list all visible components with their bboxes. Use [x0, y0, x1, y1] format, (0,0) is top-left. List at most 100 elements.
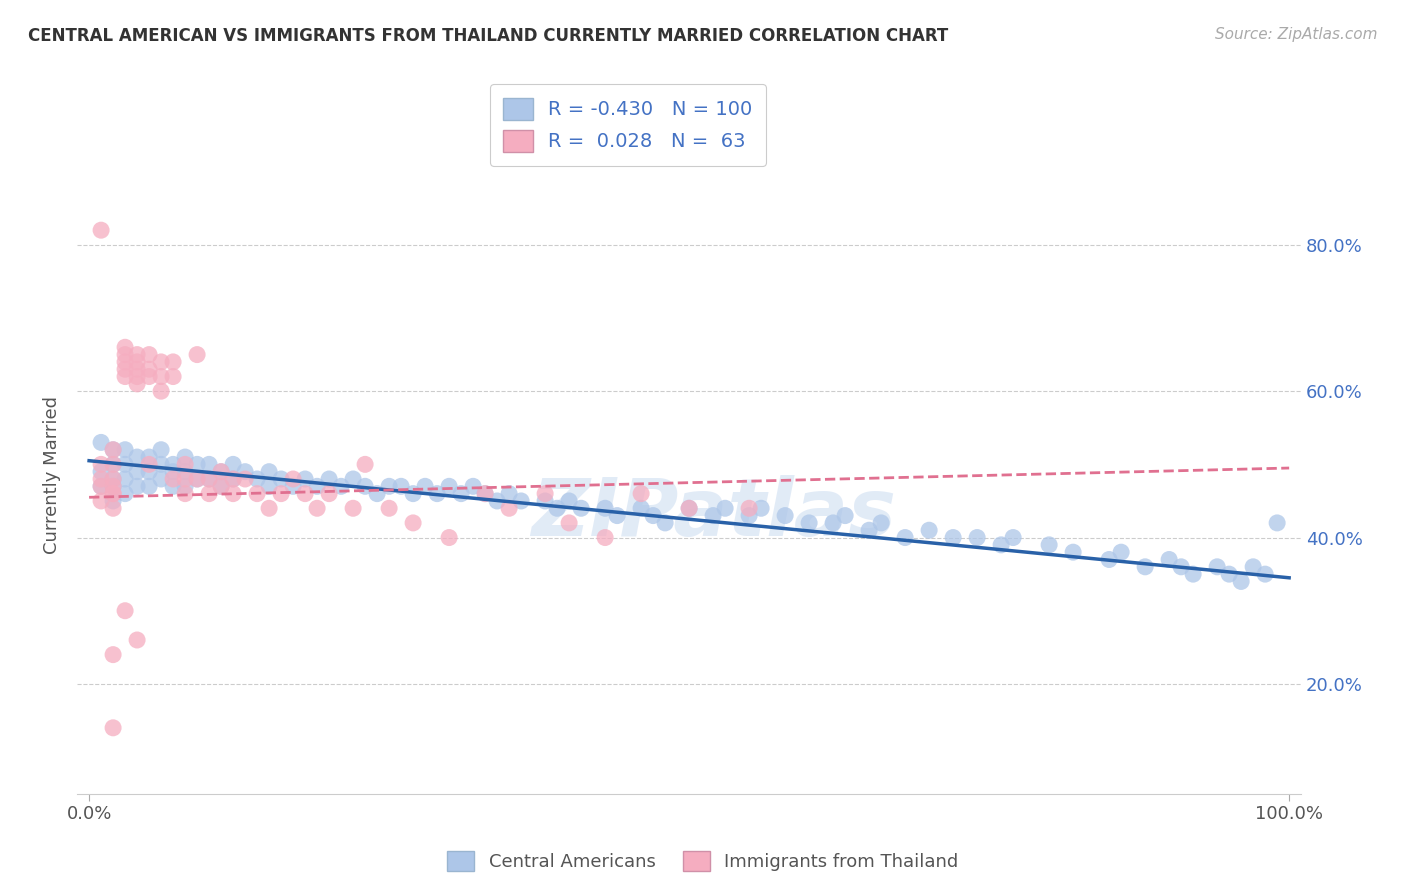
Point — [858, 523, 880, 537]
Point — [101, 479, 124, 493]
Point — [90, 465, 112, 479]
Point — [186, 472, 208, 486]
Point — [101, 458, 124, 472]
Point — [150, 472, 173, 486]
Point — [114, 340, 136, 354]
Point — [198, 486, 221, 500]
Point — [90, 458, 112, 472]
Point — [127, 369, 149, 384]
Point — [546, 501, 568, 516]
Point — [534, 494, 557, 508]
Point — [558, 516, 581, 530]
Point — [834, 508, 856, 523]
Point — [606, 508, 628, 523]
Point — [101, 442, 124, 457]
Point — [270, 486, 292, 500]
Point — [90, 223, 112, 237]
Point — [162, 479, 184, 493]
Point — [209, 465, 232, 479]
Point — [150, 458, 173, 472]
Point — [127, 465, 149, 479]
Point — [90, 494, 112, 508]
Y-axis label: Currently Married: Currently Married — [44, 396, 60, 554]
Point — [101, 648, 124, 662]
Point — [378, 479, 401, 493]
Point — [257, 501, 280, 516]
Point — [389, 479, 412, 493]
Point — [281, 479, 304, 493]
Point — [1098, 552, 1121, 566]
Point — [127, 479, 149, 493]
Point — [101, 486, 124, 500]
Point — [498, 501, 520, 516]
Point — [138, 458, 160, 472]
Point — [127, 362, 149, 376]
Point — [1002, 531, 1025, 545]
Point — [450, 486, 472, 500]
Point — [162, 355, 184, 369]
Point — [174, 450, 197, 464]
Point — [1170, 559, 1192, 574]
Point — [366, 486, 388, 500]
Point — [402, 516, 425, 530]
Point — [257, 465, 280, 479]
Point — [1265, 516, 1288, 530]
Point — [209, 465, 232, 479]
Point — [114, 458, 136, 472]
Point — [186, 472, 208, 486]
Point — [474, 486, 496, 500]
Point — [162, 465, 184, 479]
Point — [114, 348, 136, 362]
Point — [101, 472, 124, 486]
Point — [127, 632, 149, 647]
Point — [114, 355, 136, 369]
Point — [749, 501, 772, 516]
Point — [714, 501, 737, 516]
Point — [486, 494, 509, 508]
Point — [942, 531, 965, 545]
Point — [1206, 559, 1229, 574]
Point — [654, 516, 676, 530]
Point — [797, 516, 820, 530]
Point — [643, 508, 665, 523]
Point — [209, 479, 232, 493]
Point — [330, 479, 353, 493]
Point — [966, 531, 988, 545]
Legend: R = -0.430   N = 100, R =  0.028   N =  63: R = -0.430 N = 100, R = 0.028 N = 63 — [489, 84, 766, 166]
Point — [138, 369, 160, 384]
Point — [257, 479, 280, 493]
Point — [174, 472, 197, 486]
Point — [114, 472, 136, 486]
Point — [186, 458, 208, 472]
Point — [281, 472, 304, 486]
Point — [233, 472, 256, 486]
Point — [90, 435, 112, 450]
Point — [101, 458, 124, 472]
Point — [354, 479, 377, 493]
Point — [138, 465, 160, 479]
Point — [1062, 545, 1084, 559]
Point — [90, 479, 112, 493]
Point — [233, 465, 256, 479]
Point — [174, 465, 197, 479]
Point — [138, 348, 160, 362]
Point — [246, 472, 269, 486]
Point — [150, 442, 173, 457]
Point — [294, 472, 316, 486]
Point — [773, 508, 796, 523]
Point — [498, 486, 520, 500]
Point — [162, 458, 184, 472]
Point — [222, 486, 245, 500]
Point — [1159, 552, 1181, 566]
Point — [426, 486, 449, 500]
Point — [870, 516, 893, 530]
Point — [114, 486, 136, 500]
Text: ZIPatlas: ZIPatlas — [531, 475, 896, 552]
Point — [678, 501, 700, 516]
Point — [437, 531, 460, 545]
Point — [558, 494, 581, 508]
Point — [198, 472, 221, 486]
Point — [101, 721, 124, 735]
Point — [174, 479, 197, 493]
Text: Source: ZipAtlas.com: Source: ZipAtlas.com — [1215, 27, 1378, 42]
